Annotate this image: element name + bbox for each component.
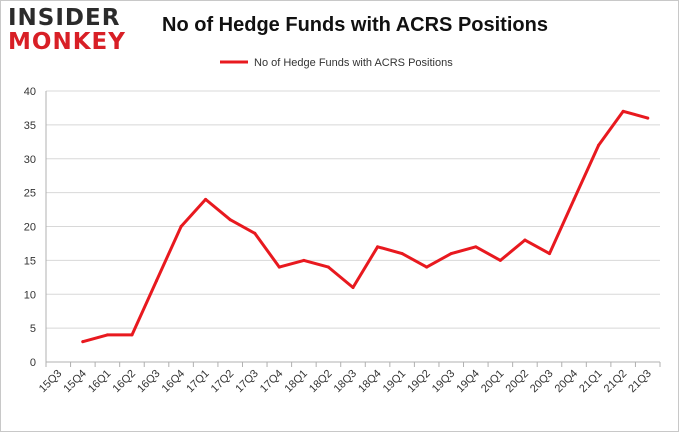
x-tick-label: 18Q2: [307, 368, 335, 396]
data-point: [523, 238, 527, 242]
data-point: [597, 143, 601, 147]
x-tick-label: 19Q3: [430, 368, 458, 396]
y-tick-label: 35: [24, 120, 36, 132]
x-tick-label: 21Q3: [626, 368, 654, 396]
data-point: [351, 285, 355, 289]
x-tick-label: 18Q1: [282, 368, 310, 396]
data-point: [376, 245, 380, 249]
data-point: [253, 231, 257, 235]
data-point: [155, 279, 159, 283]
x-tick-label: 17Q3: [233, 368, 261, 396]
data-point: [449, 252, 453, 256]
data-point: [228, 218, 232, 222]
data-point: [547, 252, 551, 256]
data-point: [425, 265, 429, 269]
x-tick-label: 16Q4: [160, 368, 188, 396]
data-point: [179, 225, 183, 228]
x-tick-label: 21Q1: [577, 368, 605, 396]
x-tick-label: 16Q1: [86, 368, 114, 396]
y-tick-label: 10: [24, 289, 36, 301]
data-point: [572, 197, 576, 201]
x-tick-label: 19Q2: [405, 368, 433, 396]
x-tick-label: 20Q1: [479, 368, 507, 396]
x-tick-label: 17Q2: [209, 368, 237, 396]
data-point: [277, 265, 281, 269]
data-point: [105, 333, 109, 337]
data-point: [474, 245, 478, 249]
x-tick-label: 16Q2: [111, 368, 139, 396]
data-point: [130, 333, 134, 337]
x-tick-label: 19Q1: [381, 368, 409, 396]
x-tick-label: 20Q2: [504, 368, 532, 396]
x-tick-label: 20Q3: [528, 368, 556, 396]
logo-text-bottom: MONKEY: [8, 29, 126, 55]
data-point: [204, 197, 208, 201]
y-tick-label: 5: [30, 323, 36, 335]
chart-title: No of Hedge Funds with ACRS Positions: [162, 14, 548, 36]
data-point: [621, 109, 625, 113]
legend-label: No of Hedge Funds with ACRS Positions: [254, 57, 453, 69]
y-tick-label: 20: [24, 222, 36, 234]
y-tick-label: 0: [30, 357, 36, 369]
x-tick-label: 15Q3: [37, 368, 65, 396]
x-tick-label: 17Q4: [258, 368, 286, 396]
x-tick-label: 20Q4: [553, 368, 581, 396]
x-tick-label: 21Q2: [602, 368, 630, 396]
x-tick-label: 17Q1: [184, 368, 212, 396]
y-tick-label: 40: [24, 86, 36, 98]
x-tick-label: 16Q3: [135, 368, 163, 396]
data-point: [302, 258, 306, 262]
data-point: [646, 116, 650, 120]
insider-monkey-logo: INSIDER MONKEY: [8, 6, 128, 58]
x-tick-label: 15Q4: [61, 368, 89, 396]
x-tick-label: 18Q4: [356, 368, 384, 396]
x-tick-label: 18Q3: [332, 368, 360, 396]
y-tick-label: 30: [24, 154, 36, 166]
y-tick-label: 25: [24, 188, 36, 200]
series-line: [81, 109, 650, 344]
data-point: [498, 258, 502, 262]
x-tick-label: 19Q4: [454, 368, 482, 396]
logo-text-top: INSIDER: [8, 5, 121, 31]
data-point: [326, 265, 330, 269]
data-point: [400, 252, 404, 256]
data-point: [81, 340, 85, 344]
y-tick-label: 15: [24, 255, 36, 267]
